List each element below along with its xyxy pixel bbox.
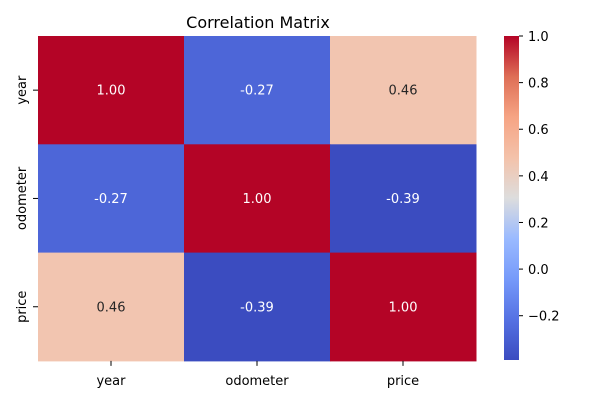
cell-value-label: -0.27	[240, 84, 274, 99]
x-tick-label: year	[96, 374, 126, 389]
x-axis: year odometer price	[96, 360, 419, 389]
cell-value-label: -0.39	[240, 300, 274, 315]
colorbar-tick-label: 1.0	[528, 30, 549, 45]
x-tick-label: price	[387, 374, 419, 389]
cell-value-label: 0.46	[97, 300, 126, 315]
heatmap-cell	[184, 252, 331, 362]
heatmap-cell	[38, 144, 185, 254]
y-tick-label: price	[15, 291, 30, 323]
cell-value-label: -0.27	[94, 192, 128, 207]
cell-value-label: 1.00	[97, 84, 126, 99]
cell-value-label: 1.00	[243, 192, 272, 207]
heatmap-cell	[38, 252, 185, 362]
heatmap-cell	[330, 144, 477, 254]
colorbar-tick-label: −0.2	[528, 310, 560, 325]
colorbar-gradient	[504, 36, 519, 360]
colorbar-tick-label: 0.2	[528, 216, 549, 231]
heatmap-cell	[330, 252, 477, 362]
heatmap-cell	[184, 36, 331, 145]
y-tick-label: odometer	[15, 166, 30, 230]
colorbar-tick-label: 0.8	[528, 77, 549, 92]
heatmap-cell	[330, 36, 477, 145]
cell-value-label: 0.46	[389, 84, 418, 99]
chart-title: Correlation Matrix	[186, 13, 330, 32]
heatmap-cell	[38, 36, 185, 145]
heatmap-cell-labels: 1.00 -0.27 0.46 -0.27 1.00 -0.39 0.46 -0.39 1.00	[94, 84, 420, 316]
cell-value-label: 1.00	[389, 300, 418, 315]
y-axis: year odometer price	[15, 75, 38, 323]
colorbar: −0.2 0.0 0.2 0.4 0.6 0.8 1.0	[504, 30, 560, 360]
cell-value-label: -0.39	[386, 192, 420, 207]
colorbar-tick-label: 0.0	[528, 263, 549, 278]
y-tick-label: year	[15, 75, 30, 105]
colorbar-tick-label: 0.4	[528, 170, 549, 185]
colorbar-tick-label: 0.6	[528, 123, 549, 138]
heatmap-cell	[184, 144, 331, 254]
heatmap-cells	[38, 36, 477, 362]
x-tick-label: odometer	[225, 374, 289, 389]
